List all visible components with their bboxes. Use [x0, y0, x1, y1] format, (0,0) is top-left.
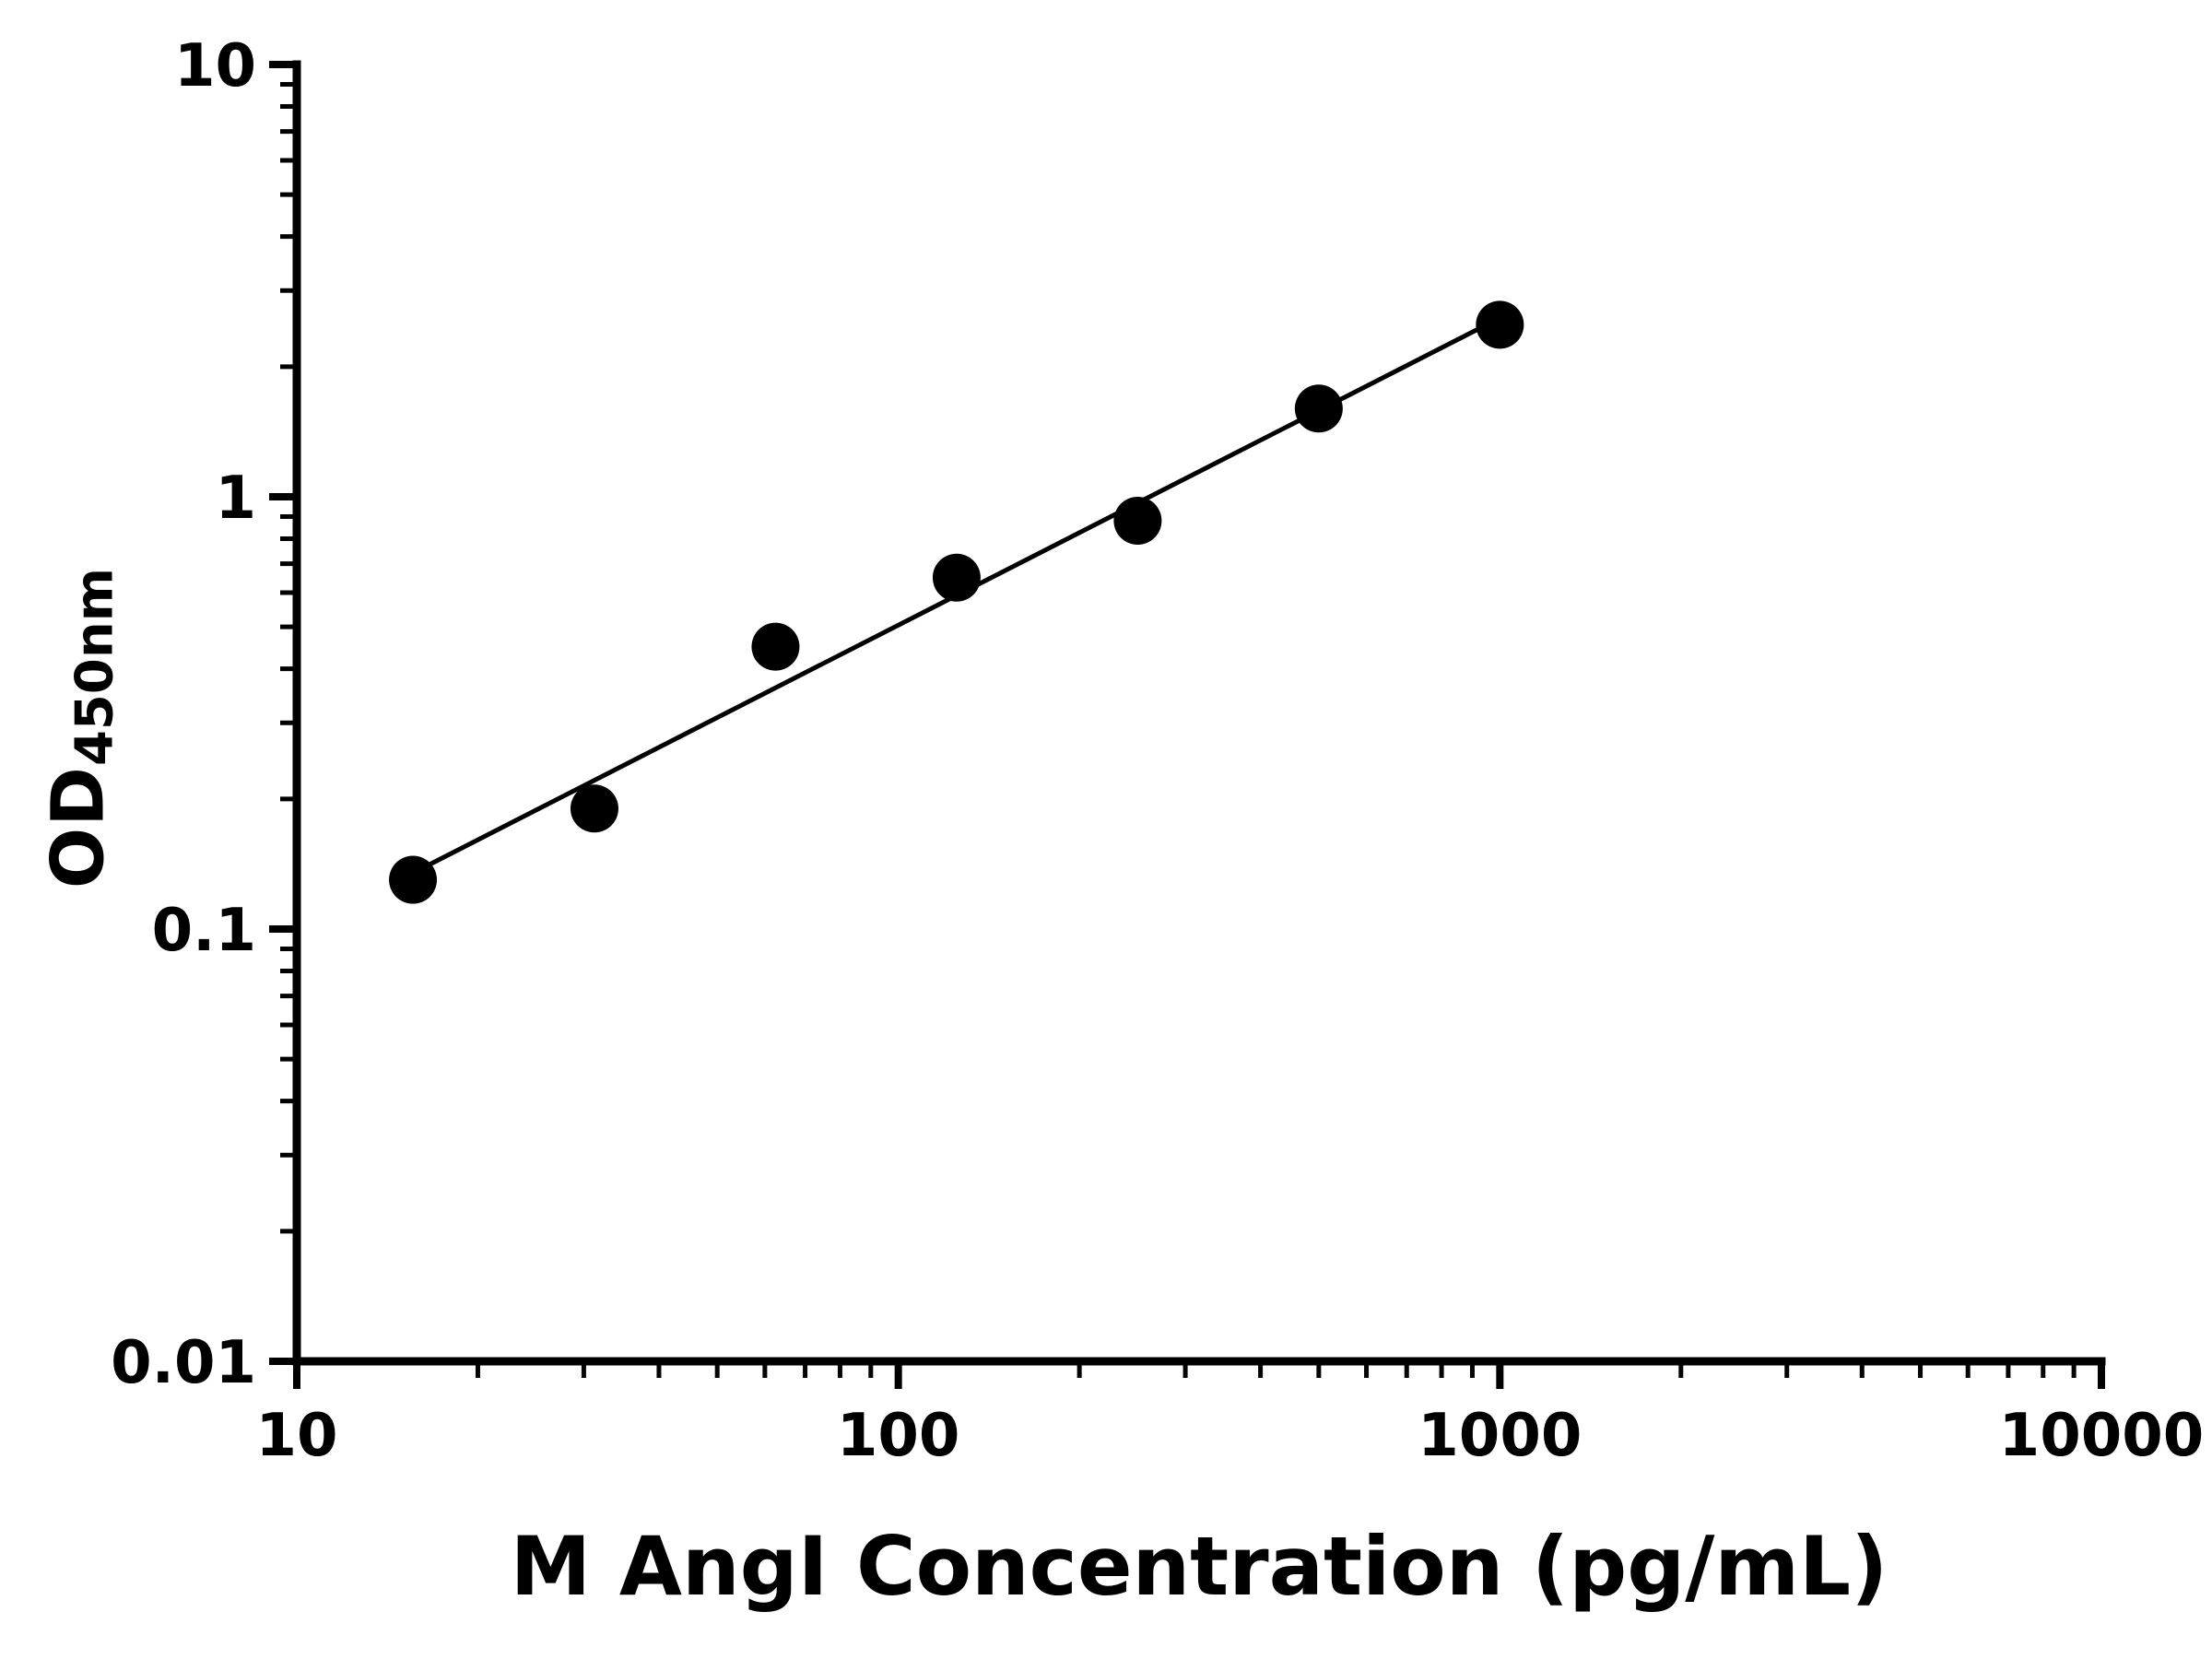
- data-point: [570, 784, 618, 833]
- data-point: [1294, 384, 1343, 433]
- data-point: [932, 553, 981, 602]
- y-axis-title: OD450nm: [38, 568, 125, 888]
- x-tick-label: 100: [837, 1402, 960, 1470]
- x-tick-label: 10000: [1999, 1402, 2205, 1470]
- y-tick-label: 0.01: [111, 1329, 256, 1397]
- x-tick-label: 1000: [1418, 1402, 1582, 1470]
- y-tick-label: 0.1: [152, 897, 256, 965]
- y-axis-title-subscript: 450nm: [65, 567, 125, 767]
- data-point: [1113, 497, 1162, 546]
- x-axis-title: M AngI Concentration (pg/mL): [510, 1519, 1888, 1614]
- y-tick-label: 1: [215, 465, 256, 533]
- y-axis-title-text: OD: [37, 766, 121, 889]
- data-point: [751, 622, 800, 671]
- x-tick-label: 10: [255, 1402, 337, 1470]
- data-point: [1476, 300, 1524, 349]
- data-point: [389, 855, 438, 904]
- y-tick-label: 10: [174, 32, 256, 100]
